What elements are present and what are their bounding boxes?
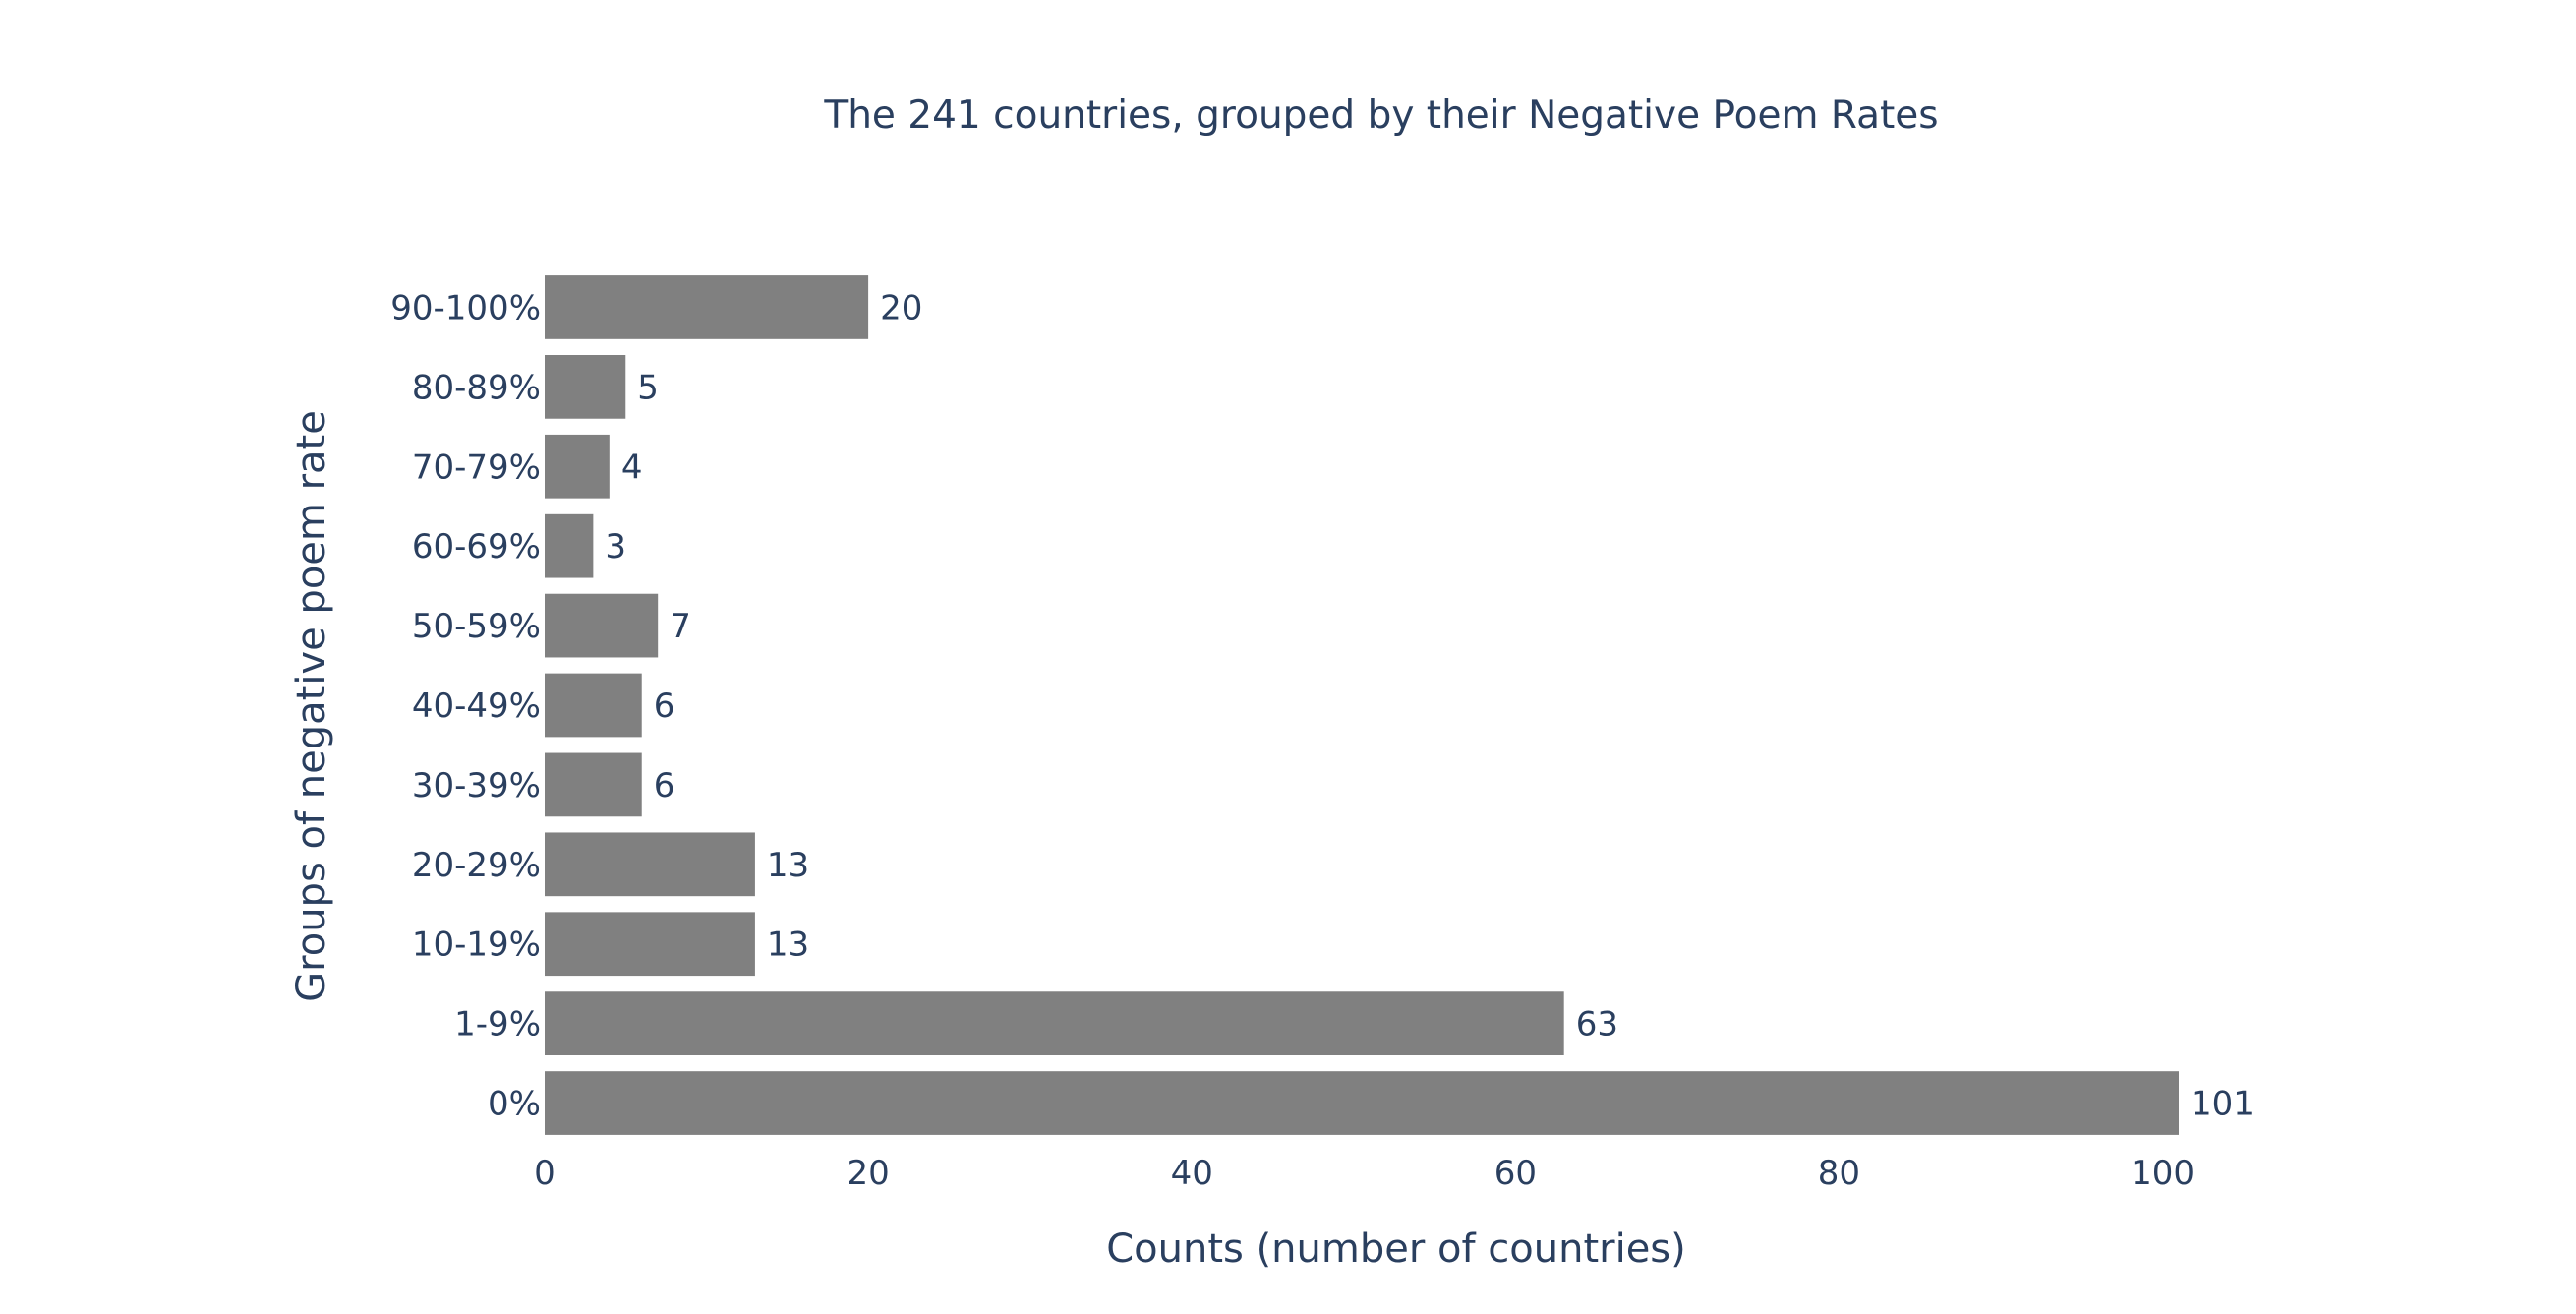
y-tick-label-1-9pct: 1-9% [454, 1005, 541, 1045]
data-label-20-29pct: 13 [767, 846, 809, 885]
data-labels-group: 101 63 13 13 6 6 7 3 4 5 20 [605, 288, 2254, 1123]
y-tick-label-40-49pct: 40-49% [412, 687, 541, 726]
data-label-0pct: 101 [2191, 1085, 2254, 1124]
bar-1-9pct [545, 991, 1564, 1055]
bar-40-49pct [545, 673, 642, 738]
data-label-30-39pct: 6 [654, 766, 675, 806]
data-label-90-100pct: 20 [880, 288, 922, 328]
data-label-40-49pct: 6 [654, 687, 675, 726]
bar-60-69pct [545, 513, 594, 578]
y-tick-label-10-19pct: 10-19% [412, 926, 541, 965]
data-label-1-9pct: 63 [1576, 1005, 1618, 1045]
y-tick-label-80-89pct: 80-89% [412, 368, 541, 407]
data-label-80-89pct: 5 [637, 368, 659, 407]
y-tick-label-60-69pct: 60-69% [412, 527, 541, 567]
y-tick-label-50-59pct: 50-59% [412, 607, 541, 646]
x-tick-labels-group: 0 20 40 60 80 100 [534, 1154, 2195, 1193]
y-axis-title: Groups of negative poem rate [289, 410, 334, 1002]
x-tick-label-20: 20 [847, 1154, 889, 1193]
data-label-50-59pct: 7 [670, 607, 691, 646]
bar-30-39pct [545, 752, 642, 817]
chart-title: The 241 countries, grouped by their Nega… [823, 93, 1938, 138]
bar-10-19pct [545, 912, 755, 977]
bar-90-100pct [545, 275, 869, 339]
y-tick-label-70-79pct: 70-79% [412, 448, 541, 487]
data-label-70-79pct: 4 [621, 448, 643, 487]
x-tick-label-40: 40 [1171, 1154, 1213, 1193]
y-tick-label-20-29pct: 20-29% [412, 846, 541, 885]
y-tick-label-30-39pct: 30-39% [412, 766, 541, 806]
x-tick-label-100: 100 [2131, 1154, 2195, 1193]
bar-20-29pct [545, 832, 755, 897]
y-tick-label-90-100pct: 90-100% [390, 288, 541, 328]
x-axis-title: Counts (number of countries) [1106, 1226, 1686, 1272]
x-tick-label-0: 0 [534, 1154, 556, 1193]
bars-group [545, 275, 2179, 1135]
bar-70-79pct [545, 434, 610, 499]
data-label-10-19pct: 13 [767, 926, 809, 965]
y-tick-label-0pct: 0% [488, 1085, 541, 1124]
y-tick-labels-group: 0% 1-9% 10-19% 20-29% 30-39% 40-49% 50-59% 60-6… [390, 288, 541, 1123]
data-label-60-69pct: 3 [605, 527, 626, 567]
bar-0pct [545, 1071, 2179, 1135]
x-tick-label-80: 80 [1818, 1154, 1860, 1193]
bar-50-59pct [545, 593, 659, 658]
bar-80-89pct [545, 355, 626, 419]
x-tick-label-60: 60 [1494, 1154, 1537, 1193]
